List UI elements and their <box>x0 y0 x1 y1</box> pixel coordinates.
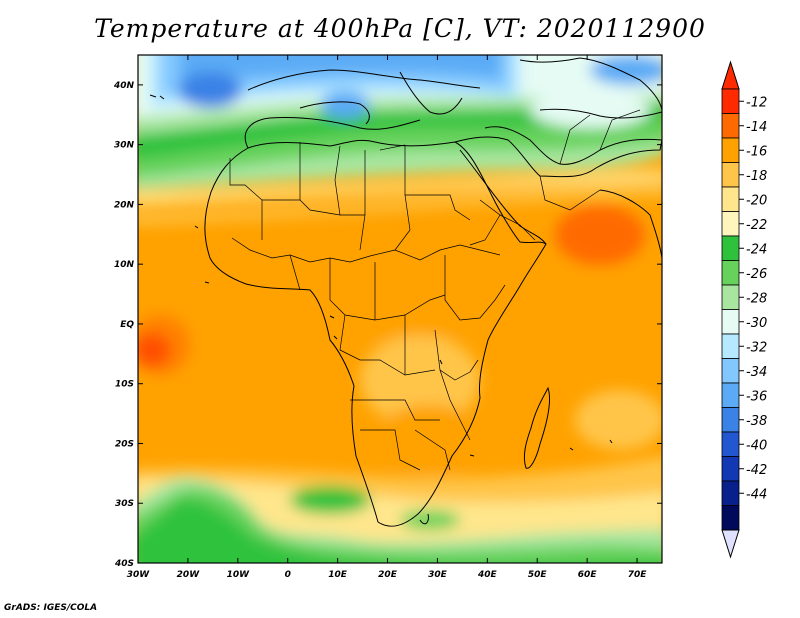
colorbar-label: -28 <box>746 291 767 306</box>
colorbar-top-triangle <box>721 60 740 90</box>
lat-tick-label: 30N <box>114 141 135 151</box>
colorbar-label: -32 <box>746 340 767 355</box>
colorbar-label: -16 <box>746 144 767 159</box>
map-frame <box>137 54 663 564</box>
latitude-axis: 40N 30N 20N 10N EQ 10S 20S 30S 40S <box>113 81 662 569</box>
colorbar-swatch <box>721 456 740 482</box>
colorbar-label: -26 <box>746 267 767 282</box>
lat-tick-label: 10S <box>115 380 134 390</box>
lon-tick-label: 20W <box>177 570 201 580</box>
colorbar-swatch <box>721 260 740 286</box>
colorbar-label: -18 <box>746 169 767 184</box>
lon-tick-label: 10W <box>227 570 251 580</box>
colorbar-swatch <box>721 431 740 457</box>
colorbar-swatch <box>721 480 740 506</box>
colorbar-label: -40 <box>746 438 767 453</box>
colorbar-swatch <box>721 113 740 139</box>
lon-tick-label: 70E <box>628 570 648 580</box>
lon-tick-label: 20E <box>378 570 398 580</box>
colorbar-swatch <box>721 284 740 310</box>
colorbar-label: -42 <box>746 463 767 478</box>
lat-tick-label: 40S <box>114 559 134 569</box>
colorbar-swatch <box>721 407 740 433</box>
colorbar-label: -22 <box>746 218 767 233</box>
lon-tick-label: 60E <box>578 570 598 580</box>
colorbar-swatch <box>721 235 740 261</box>
colorbar-label: -36 <box>746 389 767 404</box>
colorbar-swatch <box>721 88 740 114</box>
colorbar-swatch <box>721 186 740 212</box>
coastlines <box>149 57 662 527</box>
lon-tick-label: 0 <box>285 570 291 580</box>
colorbar-swatch <box>721 309 740 335</box>
longitude-axis: 30W 20W 10W 0 10E 20E 30E 40E 50E 60E 70E <box>127 55 647 580</box>
map-title: Temperature at 400hPa [C], VT: 202011290… <box>94 14 706 43</box>
lat-tick-label: EQ <box>120 320 134 330</box>
colorbar-swatch <box>721 505 740 531</box>
colorbar-swatch <box>721 382 740 408</box>
colorbar-swatch <box>721 358 740 384</box>
credit-label: GrADS: IGES/COLA <box>4 603 98 613</box>
colorbar-swatch <box>721 211 740 237</box>
colorbar-swatch <box>721 162 740 188</box>
lat-tick-label: 30S <box>115 499 134 509</box>
colorbar-label: -44 <box>746 487 767 502</box>
colorbar-label: -20 <box>746 193 767 208</box>
lon-tick-label: 40E <box>477 570 498 580</box>
colorbar: -12 -14 -16 -18 -20 -22 -24 -26 -28 -30 -32 -34 -36 -… <box>721 60 767 559</box>
lat-tick-label: 40N <box>113 81 135 91</box>
colorbar-label: -14 <box>746 120 767 135</box>
lat-tick-label: 20S <box>115 439 134 449</box>
colorbar-label: -30 <box>746 316 767 331</box>
colorbar-swatch <box>721 137 740 163</box>
lon-tick-label: 50E <box>528 570 548 580</box>
colorbar-bottom-triangle <box>721 529 740 559</box>
colorbar-swatch <box>721 333 740 359</box>
lat-tick-label: 20N <box>114 200 135 210</box>
lon-tick-label: 30W <box>127 570 151 580</box>
colorbar-label: -34 <box>746 365 767 380</box>
lon-tick-label: 30E <box>428 570 448 580</box>
lat-tick-label: 10N <box>114 260 135 270</box>
colorbar-label: -12 <box>746 95 767 110</box>
lon-tick-label: 10E <box>328 570 348 580</box>
temperature-field <box>138 55 662 563</box>
country-borders <box>229 109 641 471</box>
colorbar-label: -38 <box>746 414 767 429</box>
colorbar-label: -24 <box>746 242 767 257</box>
